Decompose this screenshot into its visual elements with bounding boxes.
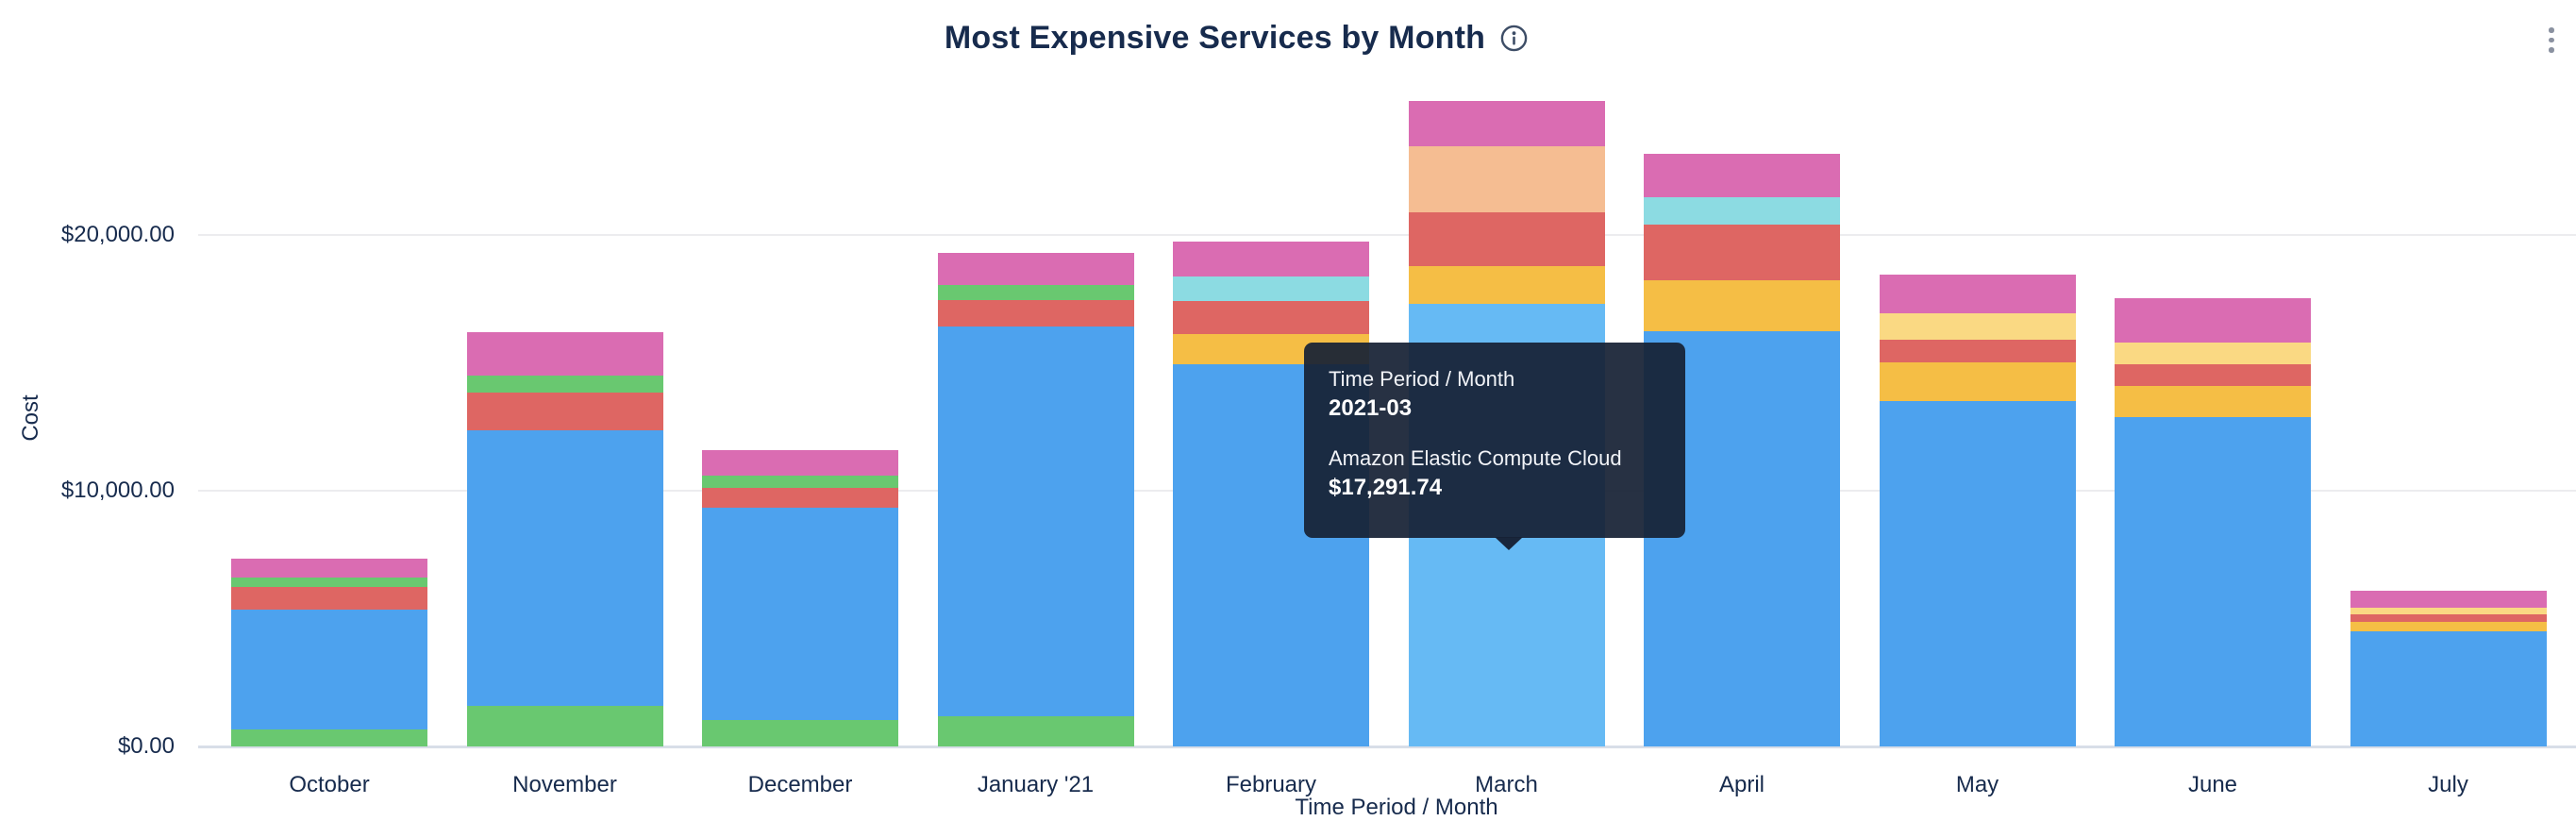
y-tick-label: $0.00 (117, 733, 175, 759)
bar-segment-peach[interactable] (1408, 145, 1605, 212)
x-tick-label: March (1475, 772, 1538, 797)
x-tick-label: July (2428, 772, 2468, 797)
y-tick-label: $10,000.00 (60, 478, 175, 503)
x-tick-label: November (512, 772, 617, 797)
bar-segment-green[interactable] (466, 705, 663, 746)
bar-segment-blue[interactable] (466, 430, 663, 706)
bar-segment-pink[interactable] (231, 558, 427, 578)
x-tick-label: January '21 (977, 772, 1095, 797)
bar-segment-red[interactable] (466, 393, 663, 430)
bar-july[interactable] (2350, 590, 2547, 746)
bar-segment-red[interactable] (1173, 301, 1369, 335)
x-tick-label: June (2187, 772, 2238, 797)
bar-segment-yellow[interactable] (2350, 622, 2547, 632)
title-row: Most Expensive Services by Month (0, 0, 2472, 75)
bar-segment-red[interactable] (231, 586, 427, 610)
bar-segment-yellow[interactable] (1644, 279, 1840, 332)
bar-segment-light_yellow[interactable] (2115, 342, 2311, 365)
kebab-menu-icon[interactable] (2541, 27, 2562, 56)
bar-segment-yellow[interactable] (1879, 362, 2076, 402)
bar-segment-red[interactable] (937, 300, 1134, 327)
bar-segment-green[interactable] (937, 284, 1134, 301)
bar-segment-yellow[interactable] (1408, 266, 1605, 305)
bar-segment-blue[interactable] (702, 507, 898, 721)
bar-segment-green[interactable] (231, 577, 427, 587)
bar-may[interactable] (1879, 275, 2076, 746)
bar-segment-green[interactable] (702, 475, 898, 488)
bar-segment-red[interactable] (2350, 614, 2547, 623)
bar-segment-pink[interactable] (1173, 241, 1369, 277)
bar-november[interactable] (466, 331, 663, 746)
bar-segment-blue[interactable] (2350, 631, 2547, 746)
y-axis-title: Cost (18, 394, 43, 442)
bar-january-21[interactable] (937, 252, 1134, 746)
bar-segment-red[interactable] (1879, 340, 2076, 363)
bar-segment-blue[interactable] (937, 327, 1134, 716)
bar-segment-pink[interactable] (937, 252, 1134, 285)
x-axis-line (198, 746, 2576, 748)
chart-title: Most Expensive Services by Month (944, 19, 1486, 56)
bar-october[interactable] (231, 558, 427, 746)
tooltip-series-label: Amazon Elastic Compute Cloud (1329, 446, 1622, 470)
bar-segment-pink[interactable] (2115, 298, 2311, 343)
bar-segment-red[interactable] (702, 487, 898, 508)
tooltip: Time Period / Month 2021-03 Amazon Elast… (1304, 343, 1685, 550)
bar-segment-blue[interactable] (2115, 416, 2311, 746)
tooltip-series-value: $17,291.74 (1329, 475, 1443, 500)
x-axis-title: Time Period / Month (1295, 795, 1498, 820)
gridline (198, 234, 2576, 236)
bar-segment-light_yellow[interactable] (2350, 608, 2547, 615)
bar-segment-green[interactable] (231, 729, 427, 746)
bar-segment-pink[interactable] (2350, 590, 2547, 609)
bar-segment-cyan[interactable] (1173, 276, 1369, 302)
bar-segment-red[interactable] (1408, 211, 1605, 267)
bar-segment-green[interactable] (702, 720, 898, 746)
bar-segment-pink[interactable] (1879, 275, 2076, 313)
info-icon[interactable] (1500, 25, 1528, 52)
y-tick-label: $20,000.00 (60, 222, 175, 247)
bar-segment-cyan[interactable] (1644, 197, 1840, 225)
x-tick-label: October (289, 772, 370, 797)
bar-segment-yellow[interactable] (2115, 386, 2311, 417)
x-tick-label: February (1225, 772, 1317, 797)
bar-december[interactable] (702, 449, 898, 746)
bar-segment-red[interactable] (1644, 224, 1840, 280)
bar-segment-green[interactable] (466, 375, 663, 394)
bar-june[interactable] (2115, 298, 2311, 746)
bar-segment-pink[interactable] (1644, 154, 1840, 198)
bar-segment-pink[interactable] (466, 331, 663, 376)
bar-segment-light_yellow[interactable] (1879, 312, 2076, 341)
x-tick-label: May (1955, 772, 1999, 797)
bar-segment-blue[interactable] (1879, 401, 2076, 746)
bar-segment-red[interactable] (2115, 364, 2311, 387)
x-tick-label: December (747, 772, 853, 797)
tooltip-dimension-label: Time Period / Month (1329, 367, 1515, 391)
tooltip-dimension-value: 2021-03 (1329, 395, 1413, 421)
bar-segment-blue[interactable] (231, 609, 427, 729)
bar-segment-green[interactable] (937, 716, 1134, 746)
bar-segment-pink[interactable] (1408, 101, 1605, 146)
x-tick-label: April (1718, 772, 1765, 797)
tooltip-arrow (1495, 537, 1523, 550)
bar-segment-pink[interactable] (702, 449, 898, 476)
